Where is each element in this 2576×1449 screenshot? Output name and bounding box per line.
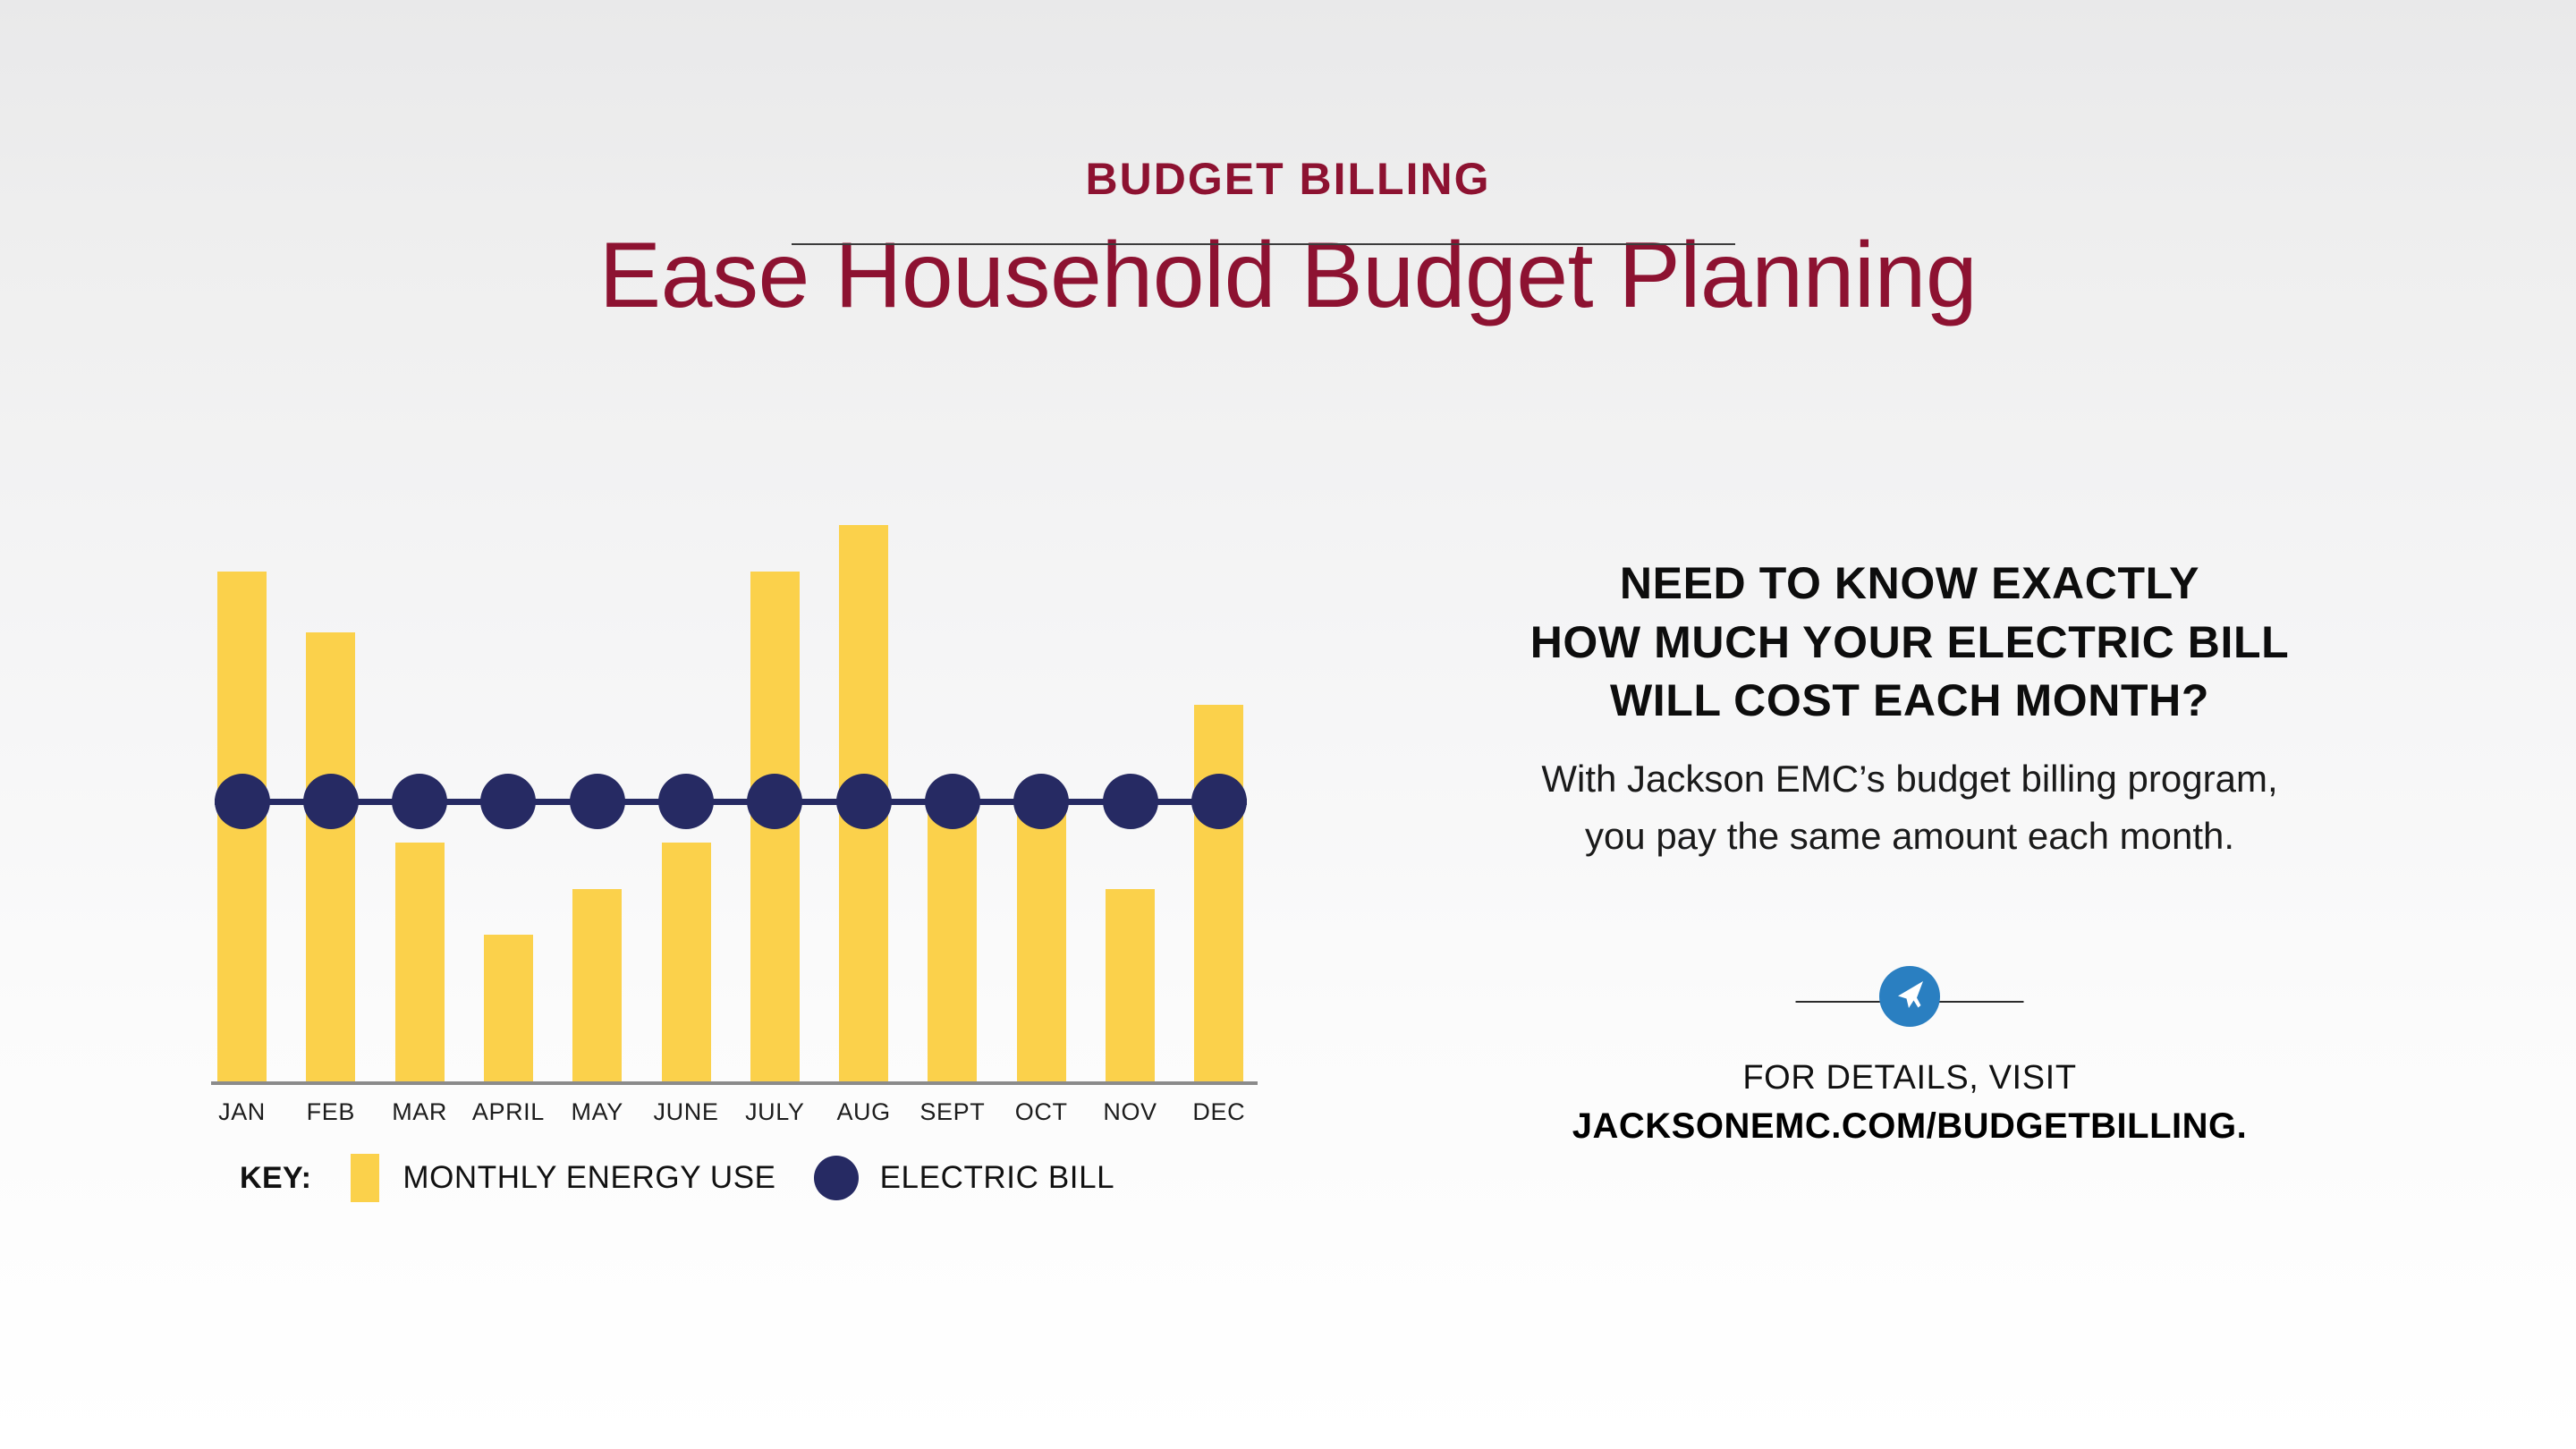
legend-label-monthly-energy-use: MONTHLY ENERGY USE [402,1160,776,1195]
promo-body-line-2: you pay the same amount each month. [1584,815,2235,858]
cta-line-1: FOR DETAILS, VISIT [1742,1059,2077,1097]
x-tick-oct: OCT [1014,1098,1068,1125]
electric-bill-dot-oct [1013,774,1070,830]
x-tick-nov: NOV [1103,1098,1157,1125]
title-divider [792,243,1735,245]
eyebrow-label: BUDGET BILLING [1085,154,1491,204]
promo-body-line-1: With Jackson EMC’s budget billing progra… [1541,757,2278,800]
promo-body: With Jackson EMC’s budget billing progra… [1377,750,2442,866]
electric-bill-dot-dec [1191,774,1247,830]
cta-divider [1377,966,2442,1038]
bar-may [572,888,623,1083]
send-paper-plane-icon [1879,966,1940,1027]
x-tick-aug: AUG [836,1098,891,1125]
electric-bill-dot-sept [924,774,980,830]
promo-heading-line-1: NEED TO KNOW EXACTLY [1619,558,2200,608]
electric-bill-line [214,799,1247,806]
bar-june [661,843,711,1083]
promo-heading-line-3: WILL COST EACH MONTH? [1610,675,2209,725]
promo-panel: NEED TO KNOW EXACTLY HOW MUCH YOUR ELECT… [1377,555,2442,866]
electric-bill-dot-aug [835,774,892,830]
x-tick-may: MAY [571,1098,623,1125]
promo-heading-line-2: HOW MUCH YOUR ELECTRIC BILL [1530,616,2290,667]
electric-bill-dot-june [658,774,714,830]
page-title: Ease Household Budget Planning [598,224,1978,327]
legend-swatch-electric-bill [813,1156,859,1200]
legend-label-electric-bill: ELECTRIC BILL [879,1160,1115,1195]
x-tick-sept: SEPT [919,1098,986,1125]
energy-usage-chart: JAN FEB MAR APRIL MAY JUNE JULY AUG SEPT OCT NOV DE… [0,0,1324,1163]
x-tick-april: APRIL [471,1098,545,1125]
bar-april [483,935,533,1083]
cta-block: FOR DETAILS, VISIT JACKSONEMC.COM/BUDGET… [1377,966,2442,1147]
electric-bill-dot-jan [214,774,270,830]
electric-bill-dot-feb [302,774,359,830]
electric-bill-dot-july [747,774,803,830]
promo-heading: NEED TO KNOW EXACTLY HOW MUCH YOUR ELECT… [1377,555,2442,731]
x-tick-mar: MAR [392,1098,447,1125]
x-tick-dec: DEC [1192,1098,1246,1125]
electric-bill-dot-april [480,774,537,830]
bar-mar [394,843,445,1083]
cta-url: JACKSONEMC.COM/BUDGETBILLING. [1572,1106,2248,1146]
header: BUDGET BILLING Ease Household Budget Pla… [0,157,2576,326]
legend-title: KEY: [240,1160,312,1195]
legend-swatch-monthly-energy-use [351,1154,380,1202]
bar-feb [306,632,356,1083]
x-tick-july: JULY [745,1098,805,1125]
electric-bill-dot-nov [1102,774,1158,830]
bar-oct [1016,811,1066,1083]
electric-bill-dot-mar [392,774,448,830]
bar-sept [928,811,978,1083]
x-tick-jan: JAN [218,1098,266,1125]
bar-nov [1106,888,1155,1083]
chart-legend: KEY: MONTHLY ENERGY USE ELECTRIC BILL [240,1154,1114,1202]
x-tick-june: JUNE [653,1098,719,1125]
bar-dec [1194,704,1244,1083]
electric-bill-dot-may [569,774,625,830]
x-tick-feb: FEB [306,1098,355,1125]
chart-axis-line [211,1081,1258,1085]
